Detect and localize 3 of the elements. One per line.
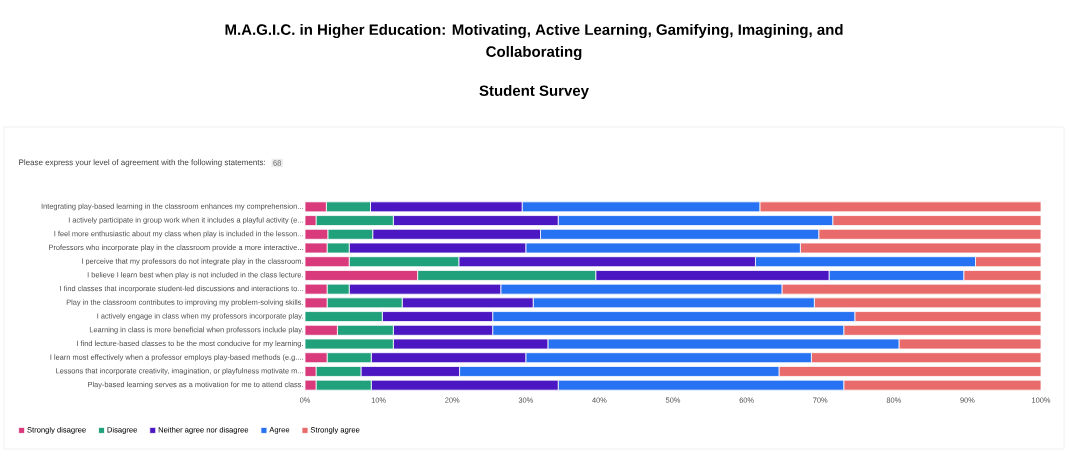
text: Please express your level of agreement with the following statements:	[19, 159, 265, 167]
chart-subtitle: Student Survey	[479, 85, 589, 99]
chart-title: M.A.G.I.C. in Higher Education: Motivating, Active Learning, Gamifying, Imagining, and Collaborating	[225, 23, 843, 61]
